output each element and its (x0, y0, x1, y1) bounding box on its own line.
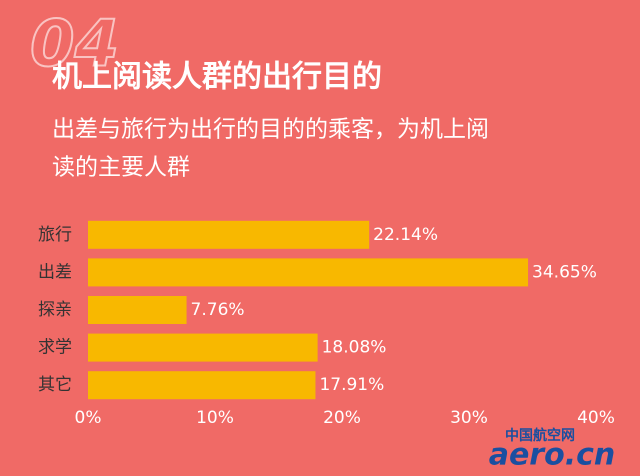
bar (88, 258, 529, 287)
x-tick-label: 10% (196, 408, 234, 428)
bar (88, 371, 316, 400)
subtitle: 读的主要人群 (52, 155, 190, 181)
watermark-title: 中国航空网 (505, 427, 575, 444)
bar (88, 333, 318, 362)
value-label: 34.65% (532, 262, 597, 282)
watermark-logo: aero.cn (489, 438, 616, 473)
value-label: 7.76% (191, 300, 245, 320)
value-label: 18.08% (322, 338, 387, 358)
value-label: 22.14% (373, 225, 438, 245)
x-tick-label: 0% (75, 408, 102, 428)
x-tick-label: 40% (577, 408, 615, 428)
y-tick-label: 探亲 (38, 300, 72, 320)
chart-title: 机上阅读人群的出行目的 (52, 60, 382, 95)
y-tick-label: 旅行 (38, 225, 72, 245)
bar (88, 220, 370, 249)
x-tick-label: 20% (323, 408, 361, 428)
subtitle: 出差与旅行为出行的目的的乘客，为机上阅 (52, 117, 489, 143)
section-number: 04 (30, 8, 119, 82)
value-label: 17.91% (319, 375, 384, 395)
y-tick-label: 出差 (38, 262, 72, 282)
bar (88, 296, 187, 324)
y-tick-label: 求学 (38, 338, 72, 358)
y-tick-label: 其它 (38, 375, 72, 395)
x-tick-label: 30% (450, 408, 488, 428)
